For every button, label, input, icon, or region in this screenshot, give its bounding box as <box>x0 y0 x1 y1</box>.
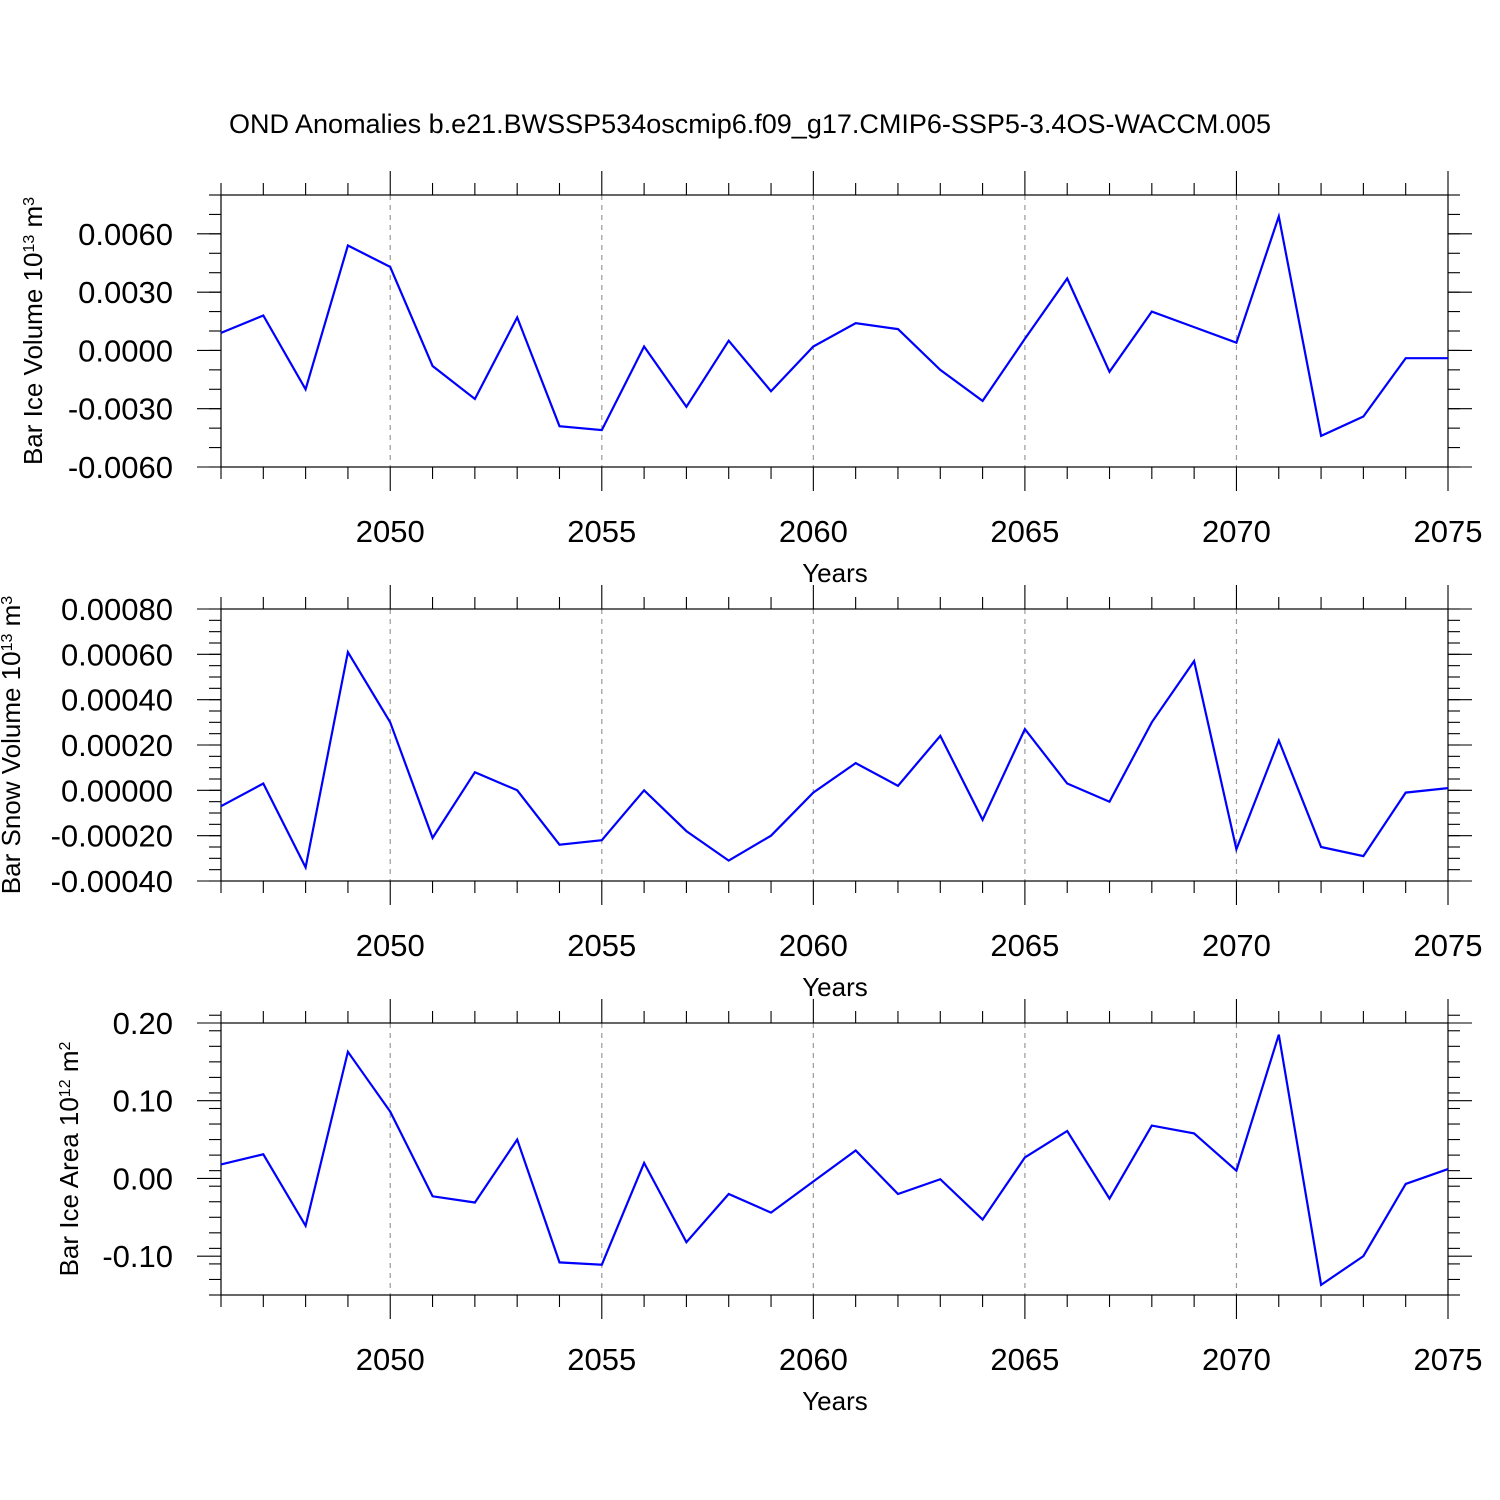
x-tick-label: 2060 <box>779 514 848 549</box>
x-tick-label: 2055 <box>567 514 636 549</box>
y-tick-label: 0.00020 <box>61 728 173 763</box>
x-tick-label: 2070 <box>1202 928 1271 963</box>
series-line <box>220 212 1448 438</box>
series-line <box>220 649 1449 871</box>
x-tick-label: 2050 <box>356 928 425 963</box>
y-axis-label-exponent: 12 <box>57 1079 74 1097</box>
y-tick-label: -0.00020 <box>51 819 173 854</box>
x-axis-label: Years <box>802 558 868 588</box>
y-axis-label-unit: m <box>18 206 48 235</box>
y-axis-label-exponent: 13 <box>21 235 38 253</box>
x-tick-label: 2075 <box>1414 1342 1483 1377</box>
y-tick-label: 0.10 <box>113 1084 173 1119</box>
y-axis-label: Bar Ice Volume 1013 m3 <box>18 197 48 465</box>
y-tick-label: -0.0030 <box>68 392 173 427</box>
x-axis-label: Years <box>802 1386 868 1416</box>
chart-title: OND Anomalies b.e21.BWSSP534oscmip6.f09_… <box>229 109 1271 139</box>
y-tick-label: -0.0060 <box>68 450 173 485</box>
series-line <box>220 1034 1449 1287</box>
plot-frame <box>220 1022 1449 1296</box>
y-axis-label: Bar Snow Volume 1013 m3 <box>0 596 26 895</box>
panel-bar-ice-volume: -0.0060 -0.0030 0.0000 0.0030 0.0060 2050 2055… <box>18 171 1482 588</box>
x-tick-label: 2075 <box>1414 514 1483 549</box>
y-tick-label: 0.00060 <box>61 637 173 672</box>
y-axis-label-exponent: 13 <box>0 633 16 651</box>
plot-frame <box>220 194 1449 468</box>
y-tick-label: 0.0030 <box>78 275 173 310</box>
x-tick-label: 2065 <box>990 928 1059 963</box>
plot-frame <box>220 608 1449 882</box>
panel-bar-ice-area: -0.10 0.00 0.10 0.20 2050 2055 2060 2065 2070 207… <box>54 999 1482 1416</box>
x-tick-label: 2070 <box>1202 1342 1271 1377</box>
y-tick-label: 0.00000 <box>61 773 173 808</box>
y-tick-label: 0.0000 <box>78 333 173 368</box>
y-axis-label: Bar Ice Area 1012 m2 <box>54 1041 84 1276</box>
y-tick-label: 0.00 <box>113 1161 173 1196</box>
y-tick-label: 0.00080 <box>61 592 173 627</box>
x-tick-label: 2065 <box>990 1342 1059 1377</box>
x-tick-label: 2060 <box>779 928 848 963</box>
x-tick-label: 2055 <box>567 928 636 963</box>
y-axis-label-unit-exponent: 3 <box>0 596 16 605</box>
y-axis-label-text: Bar Ice Area 10 <box>54 1097 84 1276</box>
y-tick-label: 0.20 <box>113 1006 173 1041</box>
y-axis-label-text: Bar Snow Volume 10 <box>0 651 26 894</box>
y-tick-label: -0.00040 <box>51 864 173 899</box>
y-axis-label-text: Bar Ice Volume 10 <box>18 253 48 465</box>
x-tick-label: 2070 <box>1202 514 1271 549</box>
y-tick-label: 0.0060 <box>78 217 173 252</box>
y-axis-label-unit-exponent: 2 <box>57 1041 74 1050</box>
panel-bar-snow-volume: -0.00040 -0.00020 0.00000 0.00020 0.00040 0.0… <box>0 585 1482 1002</box>
x-tick-label: 2055 <box>567 1342 636 1377</box>
x-axis-label: Years <box>802 972 868 1002</box>
y-axis-label-unit: m <box>54 1050 84 1079</box>
x-tick-label: 2065 <box>990 514 1059 549</box>
x-tick-label: 2075 <box>1414 928 1483 963</box>
x-tick-label: 2060 <box>779 1342 848 1377</box>
x-tick-label: 2050 <box>356 1342 425 1377</box>
y-axis-label-unit-exponent: 3 <box>21 197 38 206</box>
y-axis-label-unit: m <box>0 605 26 634</box>
y-tick-label: -0.10 <box>102 1239 173 1274</box>
y-tick-label: 0.00040 <box>61 683 173 718</box>
x-tick-label: 2050 <box>356 514 425 549</box>
